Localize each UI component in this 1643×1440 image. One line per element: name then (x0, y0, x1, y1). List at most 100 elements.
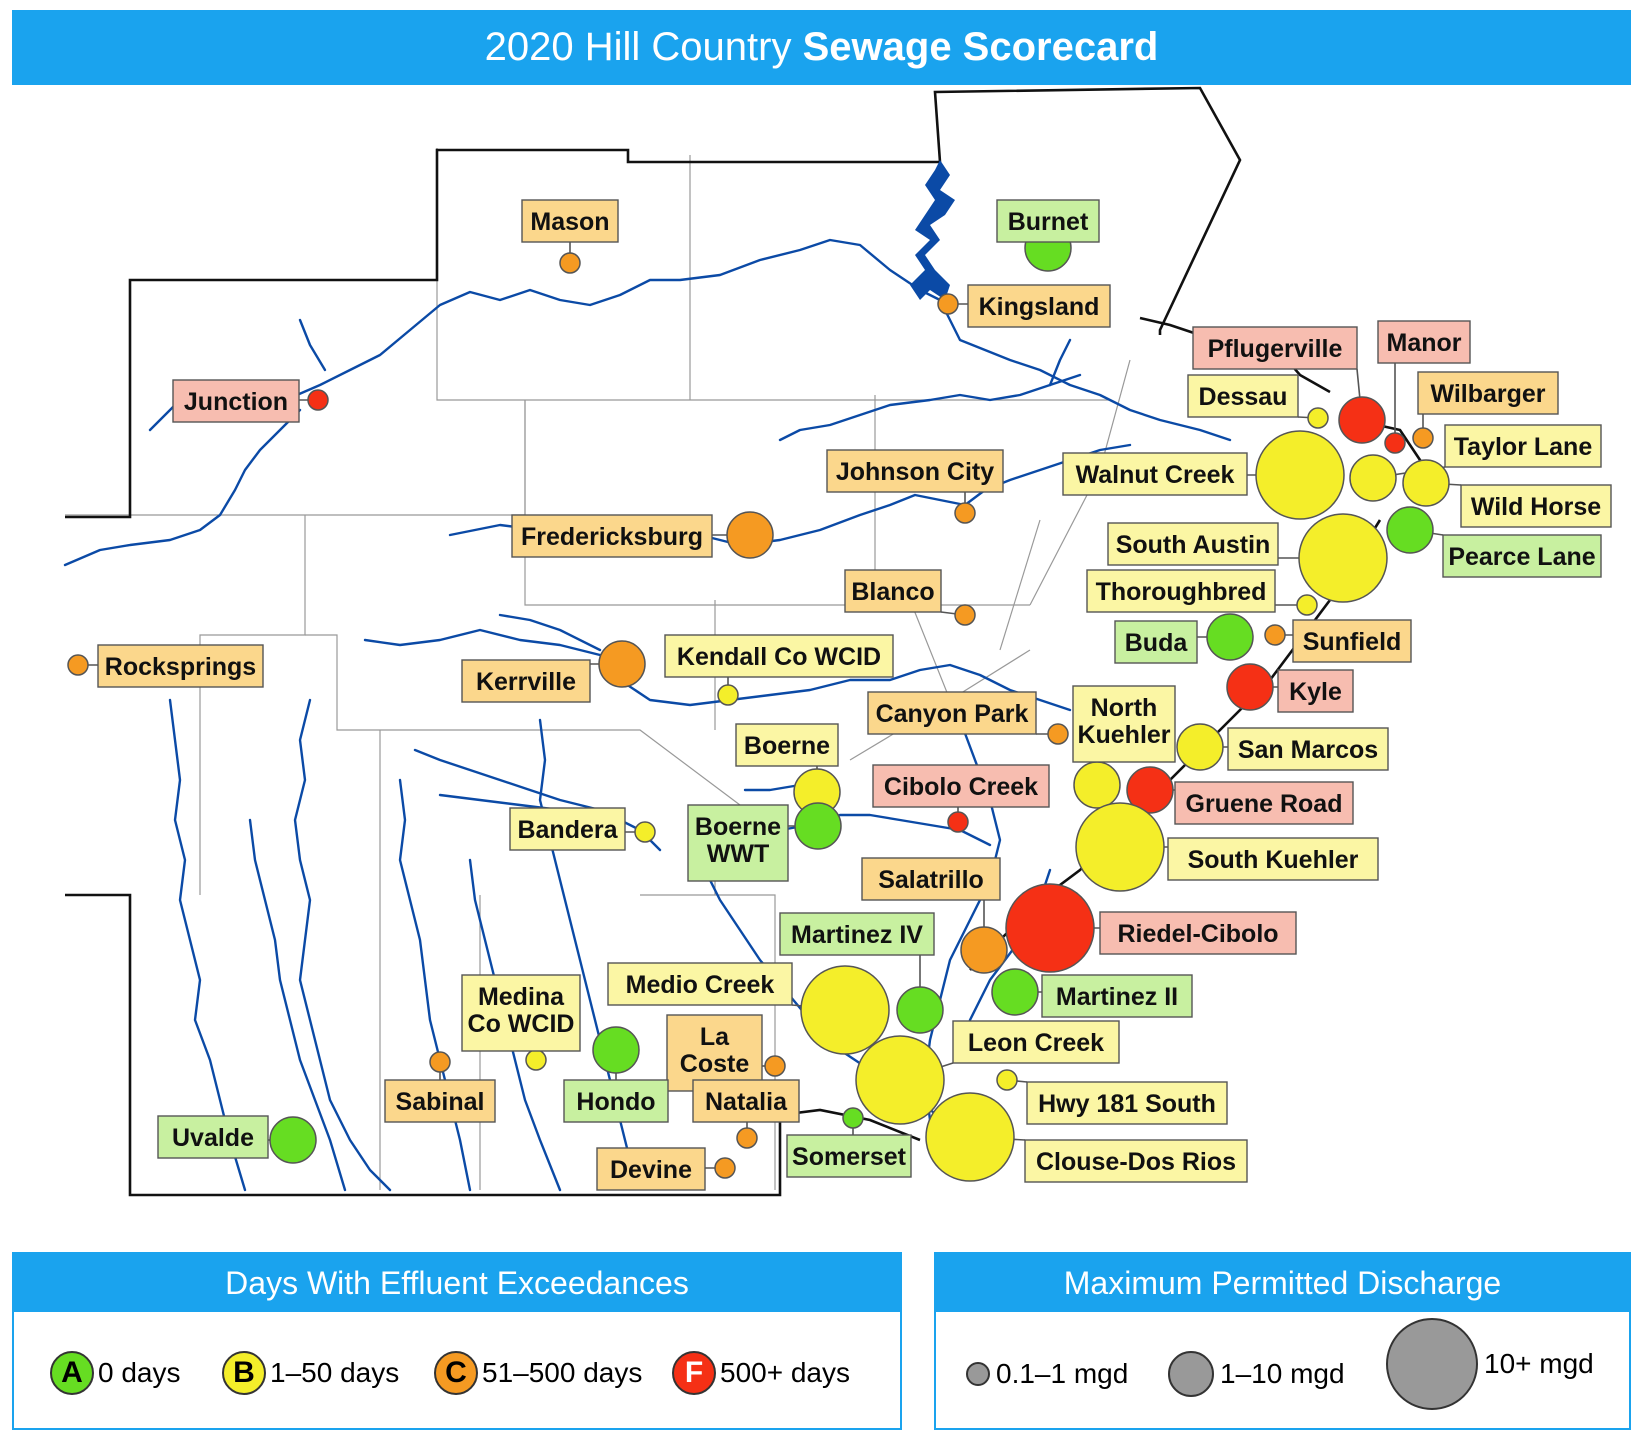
label-text-johnson-city: Johnson City (836, 458, 994, 486)
label-text-natalia: Natalia (705, 1088, 788, 1116)
marker-pflugerville (1338, 396, 1386, 444)
label-riedel-cibolo: Riedel-Cibolo (1099, 911, 1297, 955)
grade-f-label: 500+ days (720, 1357, 850, 1388)
label-salatrillo: Salatrillo (861, 857, 1001, 901)
label-text-pearce-lane: Pearce Lane (1448, 543, 1595, 571)
label-text-south-austin: South Austin (1116, 531, 1271, 559)
marker-taylor-lane (1349, 454, 1397, 502)
label-text-somerset: Somerset (792, 1143, 907, 1171)
label-sunfield: Sunfield (1292, 619, 1412, 663)
grade-a-label: 0 days (98, 1357, 181, 1388)
label-fredericksburg: Fredericksburg (511, 514, 713, 558)
marker-johnson-city (954, 502, 976, 524)
label-martinez-ii: Martinez II (1041, 974, 1193, 1018)
label-text-walnut-creek: Walnut Creek (1076, 461, 1235, 489)
label-text-la-coste: La (700, 1023, 730, 1051)
label-text-cibolo-creek: Cibolo Creek (884, 773, 1038, 801)
size-large-swatch (1386, 1318, 1478, 1410)
legend-size-large: 10+ mgd (1386, 1316, 1594, 1412)
marker-north-kuehler (1073, 761, 1121, 809)
label-text-bandera: Bandera (517, 816, 618, 844)
label-boerne: Boerne (735, 723, 839, 767)
river-7 (498, 613, 602, 652)
label-text-boerne-wwt: WWT (707, 840, 769, 868)
grade-b-badge: B (222, 1351, 266, 1395)
label-text-kyle: Kyle (1289, 678, 1342, 706)
label-buda: Buda (1114, 620, 1198, 664)
marker-la-coste (764, 1055, 786, 1077)
label-rocksprings: Rocksprings (97, 644, 264, 688)
label-hwy-181-south: Hwy 181 South (1026, 1081, 1228, 1125)
marker-sunfield (1264, 624, 1286, 646)
label-text-kerrville: Kerrville (476, 668, 576, 696)
label-leon-creek: Leon Creek (952, 1020, 1120, 1064)
label-text-dessau: Dessau (1199, 383, 1288, 411)
label-dessau: Dessau (1187, 374, 1299, 418)
label-san-marcos: San Marcos (1227, 727, 1389, 771)
grade-c-label: 51–500 days (482, 1357, 643, 1388)
river-15 (398, 778, 472, 1192)
label-medio-creek: Medio Creek (607, 962, 793, 1006)
marker-dessau (1307, 407, 1329, 429)
marker-rocksprings (67, 654, 89, 676)
label-text-north-kuehler: Kuehler (1077, 721, 1170, 749)
label-text-salatrillo: Salatrillo (878, 866, 984, 894)
label-text-canyon-park: Canyon Park (876, 700, 1029, 728)
marker-gruene-road (1126, 766, 1174, 814)
river-8 (413, 748, 662, 852)
river-2 (298, 318, 327, 372)
label-gruene-road: Gruene Road (1174, 781, 1354, 825)
legend-grade-f: F 500+ days (672, 1351, 850, 1395)
marker-bandera (634, 821, 656, 843)
label-text-wilbarger: Wilbarger (1430, 380, 1545, 408)
marker-walnut-creek (1255, 430, 1345, 520)
label-manor: Manor (1377, 320, 1471, 364)
marker-kyle (1226, 663, 1274, 711)
marker-medina-co-wcid (525, 1049, 547, 1071)
river-13 (293, 698, 392, 1192)
label-martinez-iv: Martinez IV (779, 912, 935, 956)
size-medium-swatch (1168, 1351, 1214, 1397)
label-kingsland: Kingsland (967, 284, 1111, 328)
label-text-medina-co-wcid: Co WCID (468, 1010, 575, 1038)
marker-martinez-iv (896, 986, 944, 1034)
label-uvalde: Uvalde (157, 1115, 269, 1159)
label-text-taylor-lane: Taylor Lane (1454, 433, 1593, 461)
legend-grade-c: C 51–500 days (434, 1351, 642, 1395)
label-hondo: Hondo (563, 1079, 669, 1123)
label-walnut-creek: Walnut Creek (1062, 452, 1248, 496)
legend-size-medium: 1–10 mgd (1168, 1339, 1345, 1409)
label-south-kuehler: South Kuehler (1167, 837, 1379, 881)
grade-b-label: 1–50 days (270, 1357, 400, 1388)
label-sabinal: Sabinal (384, 1079, 496, 1123)
label-thoroughbred: Thoroughbred (1086, 569, 1276, 613)
marker-cibolo-creek (947, 811, 969, 833)
grade-c-badge: C (434, 1351, 478, 1395)
label-text-uvalde: Uvalde (172, 1124, 254, 1152)
marker-riedel-cibolo (1005, 883, 1095, 973)
marker-junction (307, 389, 329, 411)
map-title: 2020 Hill Country Sewage Scorecard (12, 10, 1631, 85)
marker-canyon-park (1047, 723, 1069, 745)
label-text-san-marcos: San Marcos (1238, 736, 1378, 764)
river-1 (63, 408, 302, 567)
marker-kingsland (937, 293, 959, 315)
label-text-hondo: Hondo (576, 1088, 655, 1116)
label-taylor-lane: Taylor Lane (1444, 424, 1602, 468)
marker-salatrillo (960, 926, 1008, 974)
label-text-blanco: Blanco (851, 578, 934, 606)
label-text-fredericksburg: Fredericksburg (521, 523, 703, 551)
size-small-label: 0.1–1 mgd (996, 1358, 1129, 1389)
label-text-north-kuehler: North (1091, 694, 1158, 722)
label-text-rocksprings: Rocksprings (105, 653, 256, 681)
marker-buda (1206, 613, 1254, 661)
marker-clouse-dos-rios (925, 1092, 1015, 1182)
label-johnson-city: Johnson City (826, 449, 1004, 493)
label-text-kendall-co-wcid: Kendall Co WCID (677, 643, 881, 671)
label-bandera: Bandera (509, 807, 626, 851)
river-4 (778, 373, 1082, 442)
